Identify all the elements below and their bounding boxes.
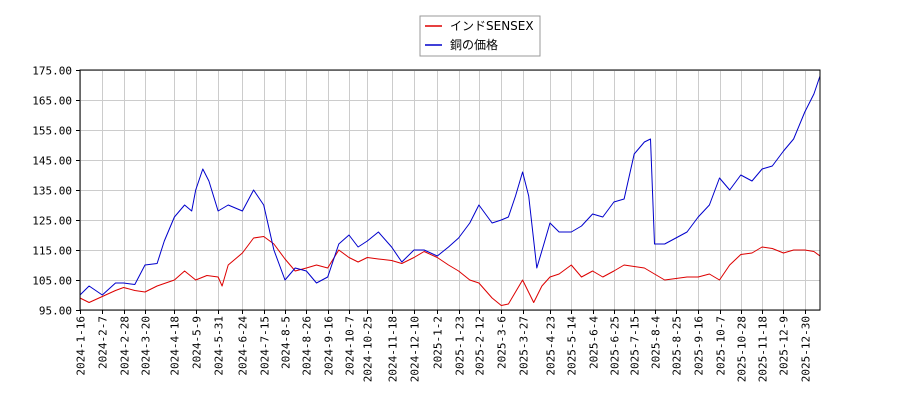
legend-label-copper: 銅の価格 — [450, 37, 498, 52]
legend: インドSENSEX 銅の価格 — [419, 15, 541, 57]
series-line-sensex — [79, 236, 821, 306]
y-tick-label: 145.00 — [32, 155, 72, 168]
x-tick-label: 2024-8-5 — [280, 316, 293, 369]
legend-box — [419, 15, 541, 57]
x-tick-label: 2024-3-20 — [140, 316, 153, 376]
x-tick-label: 2025-10-7 — [715, 316, 728, 376]
y-tick-label: 95.00 — [39, 305, 72, 318]
x-tick-label: 2024-2-28 — [119, 316, 132, 376]
series-lines — [79, 75, 821, 306]
x-tick-label: 2024-9-16 — [323, 316, 336, 376]
series-line-copper — [79, 75, 821, 296]
x-tick-label: 2024-5-31 — [213, 316, 226, 376]
y-tick-label: 105.00 — [32, 275, 72, 288]
x-tick-label: 2025-4-23 — [545, 316, 558, 376]
x-tick-label: 2024-10-25 — [362, 316, 375, 382]
x-tick-label: 2025-9-16 — [693, 316, 706, 376]
x-tick-label: 2024-1-16 — [75, 316, 88, 376]
x-tick-label: 2024-12-10 — [409, 316, 422, 382]
x-axis-ticks: 2024-1-16 2024-2-7 2024-2-28 2024-3-20 2024-… — [75, 310, 813, 382]
y-tick-label: 135.00 — [32, 185, 72, 198]
x-tick-label: 2024-6-24 — [237, 316, 250, 376]
x-tick-label: 2025-8-4 — [650, 316, 663, 369]
x-tick-label: 2025-11-18 — [757, 316, 770, 382]
x-tick-label: 2025-10-28 — [736, 316, 749, 382]
x-tick-label: 2024-5-9 — [191, 316, 204, 369]
x-tick-label: 2024-4-18 — [169, 316, 182, 376]
x-tick-label: 2025-6-4 — [588, 316, 601, 369]
grid — [80, 70, 820, 311]
x-tick-label: 2024-8-26 — [301, 316, 314, 376]
x-tick-label: 2024-11-18 — [387, 316, 400, 382]
x-tick-label: 2025-3-6 — [496, 316, 509, 369]
x-tick-label: 2025-12-9 — [778, 316, 791, 376]
y-tick-label: 165.00 — [32, 95, 72, 108]
x-tick-label: 2025-1-2 — [432, 316, 445, 369]
x-tick-label: 2025-7-15 — [629, 316, 642, 376]
x-tick-label: 2025-6-25 — [609, 316, 622, 376]
y-tick-label: 115.00 — [32, 245, 72, 258]
x-tick-label: 2025-3-27 — [518, 316, 531, 376]
x-tick-label: 2025-1-23 — [454, 316, 467, 376]
y-tick-label: 125.00 — [32, 215, 72, 228]
y-axis-ticks: 95.00 105.00 115.00 125.00 135.00 145.00 155.0… — [32, 65, 80, 318]
legend-label-sensex: インドSENSEX — [450, 19, 534, 33]
x-tick-label: 2024-10-7 — [344, 316, 357, 376]
x-tick-label: 2025-8-25 — [671, 316, 684, 376]
x-tick-label: 2024-2-7 — [97, 316, 110, 369]
x-tick-label: 2025-5-14 — [566, 316, 579, 376]
x-tick-label: 2025-12-30 — [800, 316, 813, 382]
y-tick-label: 175.00 — [32, 65, 72, 78]
x-tick-label: 2025-2-12 — [474, 316, 487, 376]
y-tick-label: 155.00 — [32, 125, 72, 138]
x-tick-label: 2024-7-15 — [259, 316, 272, 376]
